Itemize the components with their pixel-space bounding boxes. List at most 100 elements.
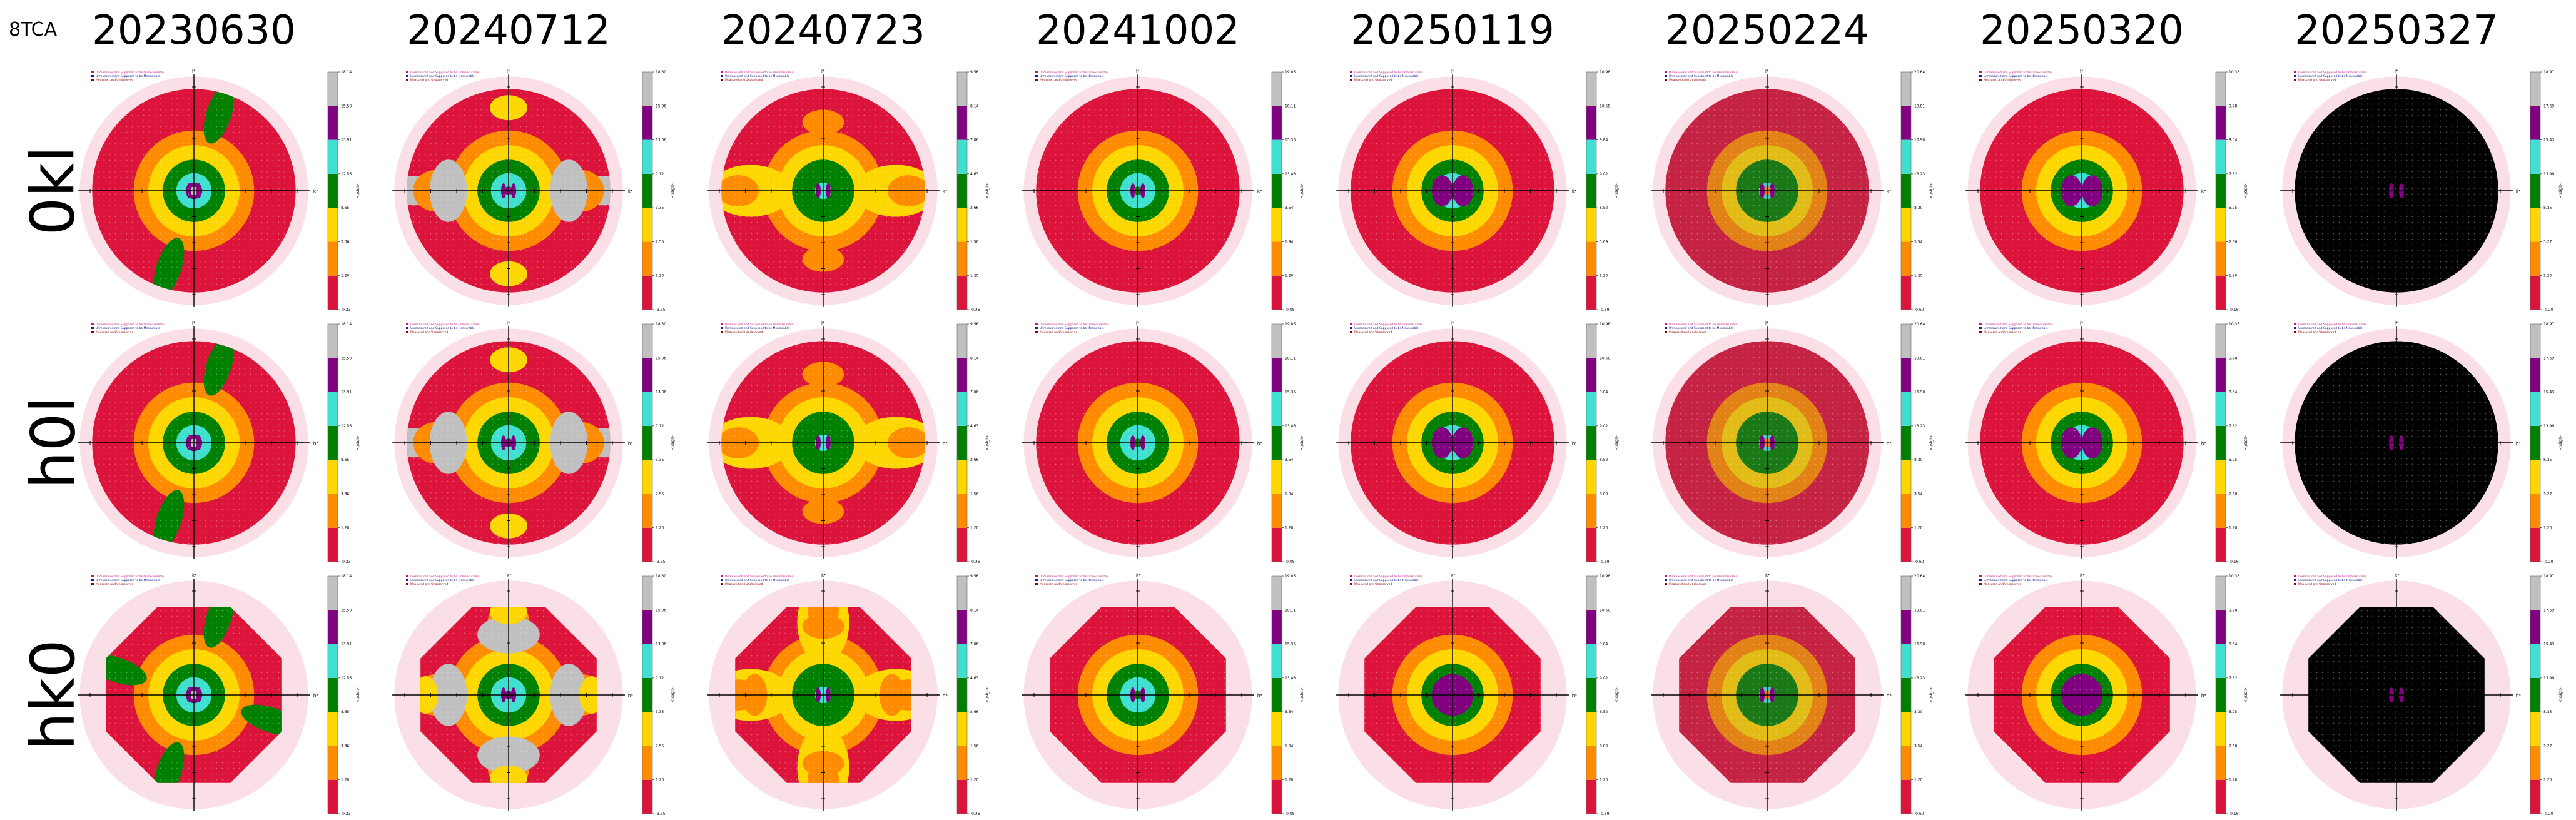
legend-entry: Unmeasured and Supposed to be Unmeasurab… (410, 323, 479, 326)
colorbar-segment (2216, 324, 2226, 358)
colorbar-label: <I/sigI> (1615, 183, 1619, 198)
colorbar-tick-label: 1.20 (970, 778, 979, 782)
colorbar-tick-label: 1.20 (2229, 778, 2238, 782)
colorbar-label: <I/sigI> (671, 687, 675, 702)
colorbar-tick-label: 13.99 (2543, 676, 2554, 681)
panel-hk0-2: h* k* Unmeasured and Supposed to be Unmeas… (707, 573, 990, 816)
colorbar-segment (1901, 241, 1911, 276)
colorbar-segment (1272, 712, 1282, 746)
colorbar-label: <I/sigI> (985, 183, 990, 198)
colorbar-tick-label: 2.60 (2229, 492, 2238, 496)
colorbar-segment (2216, 644, 2226, 678)
horizontal-axis-label: h* (628, 693, 633, 698)
legend-swatch (1979, 327, 1982, 329)
colorbar-tick-label: 13.06 (656, 642, 666, 647)
colorbar-segment (957, 275, 967, 310)
colorbar-tick-label: 7.82 (2229, 676, 2238, 681)
vertical-axis-label: l* (821, 69, 825, 74)
vertical-axis-label: l* (1765, 321, 1769, 326)
colorbar-tick-label: 3.35 (656, 710, 664, 714)
legend-swatch (1979, 71, 1982, 73)
colorbar-segment (1586, 460, 1596, 494)
legend-swatch (1665, 327, 1667, 329)
colorbar-segment (1272, 173, 1282, 208)
colorbar-tick-label: 18.30 (656, 70, 666, 74)
colorbar-tick-label: 9.02 (1600, 676, 1608, 681)
legend-swatch (1350, 583, 1352, 585)
panel-hk0-5: h* k* Unmeasured and Supposed to be Unmeas… (1651, 573, 1934, 816)
colorbar: -0.26 1.20 1.56 2.66 4.63 7.06 8.14 9.56 <I/sigI… (956, 574, 990, 816)
colorbar-tick-label: 3.54 (1914, 744, 1923, 748)
colorbar-segment (1272, 460, 1282, 494)
panel-0kl-7: k* l* Unmeasured and Supposed to be Unmeas… (2280, 69, 2563, 312)
legend-swatch (1665, 575, 1667, 577)
colorbar-segment (1586, 779, 1596, 814)
colorbar-tick-label: -0.16 (2229, 812, 2239, 816)
colorbar-segment (1586, 576, 1596, 610)
colorbar-tick-label: 5.25 (2229, 458, 2238, 462)
legend-swatch (721, 75, 723, 77)
colorbar-segment (2530, 494, 2540, 528)
colorbar-tick-label: 16.90 (1914, 390, 1925, 395)
colorbar-tick-label: 17.69 (2543, 104, 2554, 108)
colorbar-segment (1901, 576, 1911, 610)
legend-swatch (1665, 79, 1667, 81)
legend-swatch (1035, 331, 1038, 333)
column-title-4: 20250119 (1351, 8, 1554, 54)
legend-swatch (2294, 327, 2296, 329)
colorbar-segment (1272, 106, 1282, 140)
colorbar-segment (1901, 173, 1911, 208)
legend-entry: Measured and Unobserved (2298, 78, 2336, 82)
horizontal-axis-label: h* (1257, 693, 1262, 698)
colorbar-segment (957, 425, 967, 460)
colorbar-tick-label: 1.20 (1600, 778, 1608, 782)
colorbar-segment (2530, 208, 2540, 242)
legend-entry: Unmeasured and Supposed to be Measurable (1354, 74, 1419, 78)
vertical-axis-label: k* (2080, 573, 2085, 578)
colorbar-tick-label: 13.23 (1914, 172, 1925, 176)
colorbar-segment (642, 746, 652, 780)
colorbar-segment (2216, 241, 2226, 276)
colorbar-tick-label: -0.16 (2229, 560, 2239, 564)
colorbar-tick-label: 1.20 (1914, 778, 1923, 782)
colorbar-segment (642, 173, 652, 208)
colorbar-segment (1586, 358, 1596, 392)
colorbar-segment (1272, 576, 1282, 610)
colorbar-segment (2216, 425, 2226, 460)
colorbar-segment (2216, 208, 2226, 242)
colorbar-segment (1272, 494, 1282, 528)
colorbar-segment (957, 712, 967, 746)
colorbar-tick-label: 19.81 (1914, 356, 1925, 360)
legend-entry: Unmeasured and Supposed to be Measurable (1984, 326, 2048, 330)
legend-entry: Measured and Unobserved (1984, 78, 2021, 82)
colorbar-tick-label: 7.82 (2229, 424, 2238, 428)
legend-swatch (1035, 583, 1038, 585)
colorbar: -0.69 1.20 3.09 6.52 9.02 9.84 10.58 10.96 <I/si… (1586, 70, 1619, 312)
column-title-6: 20250320 (1980, 8, 2184, 54)
colorbar-tick-label: 10.58 (1600, 356, 1610, 360)
colorbar-tick-label: 3.27 (2543, 744, 2552, 748)
colorbar-tick-label: 1.94 (1285, 744, 1294, 748)
legend-swatch (1979, 79, 1982, 81)
colorbar-label: <I/sigI> (356, 183, 360, 198)
colorbar-segment (642, 610, 652, 644)
colorbar-tick-label: 18.14 (341, 322, 352, 326)
panel-0kl-5: k* l* Unmeasured and Supposed to be Unmeas… (1651, 69, 1934, 312)
colorbar-segment (642, 712, 652, 746)
colorbar-segment (328, 677, 338, 712)
colorbar-segment (1901, 72, 1911, 106)
vertical-axis-label: l* (2080, 321, 2084, 326)
colorbar-tick-label: 3.09 (1600, 492, 1608, 496)
colorbar-tick-label: 1.56 (970, 240, 979, 244)
panel-hk0-0: h* k* Unmeasured and Supposed to be Unmeas… (78, 573, 360, 816)
colorbar-tick-label: 18.14 (341, 70, 352, 74)
colorbar-segment (1586, 425, 1596, 460)
colorbar-tick-label: 18.14 (341, 574, 352, 579)
colorbar-tick-label: 3.54 (1914, 492, 1923, 496)
colorbar-tick-label: -0.20 (2543, 560, 2553, 564)
vertical-axis-label: k* (507, 573, 512, 578)
colorbar-segment (2530, 425, 2540, 460)
colorbar-tick-label: 3.35 (656, 458, 664, 462)
horizontal-axis-label: k* (1257, 189, 1262, 194)
legend-entry: Measured and Unobserved (1984, 582, 2021, 586)
